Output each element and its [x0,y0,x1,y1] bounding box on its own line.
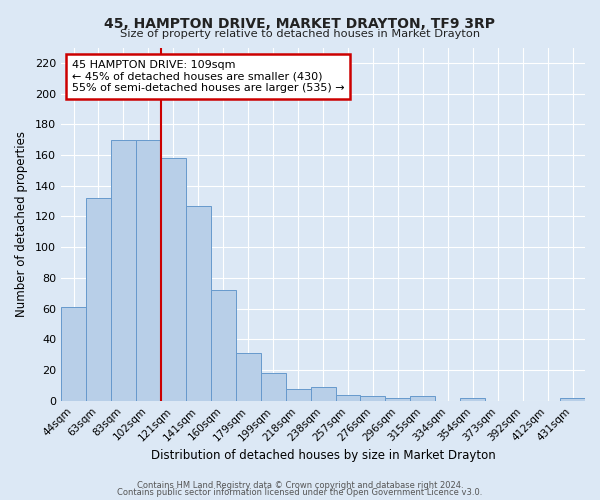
Bar [61,307,86,401]
Bar [186,206,211,401]
Bar [361,396,385,401]
Bar [236,353,260,401]
Bar [385,398,410,401]
Bar [136,140,161,401]
Bar [111,140,136,401]
Bar [560,398,585,401]
Y-axis label: Number of detached properties: Number of detached properties [15,131,28,317]
Bar [86,198,111,401]
Bar [211,290,236,401]
Text: 45, HAMPTON DRIVE, MARKET DRAYTON, TF9 3RP: 45, HAMPTON DRIVE, MARKET DRAYTON, TF9 3… [104,18,496,32]
Bar [410,396,436,401]
Text: Contains public sector information licensed under the Open Government Licence v3: Contains public sector information licen… [118,488,482,497]
Bar [335,394,361,401]
Bar [161,158,186,401]
Text: Size of property relative to detached houses in Market Drayton: Size of property relative to detached ho… [120,29,480,39]
Text: 45 HAMPTON DRIVE: 109sqm
← 45% of detached houses are smaller (430)
55% of semi-: 45 HAMPTON DRIVE: 109sqm ← 45% of detach… [71,60,344,93]
Text: Contains HM Land Registry data © Crown copyright and database right 2024.: Contains HM Land Registry data © Crown c… [137,480,463,490]
Bar [460,398,485,401]
Bar [286,388,311,401]
Bar [311,387,335,401]
Bar [260,373,286,401]
X-axis label: Distribution of detached houses by size in Market Drayton: Distribution of detached houses by size … [151,450,496,462]
